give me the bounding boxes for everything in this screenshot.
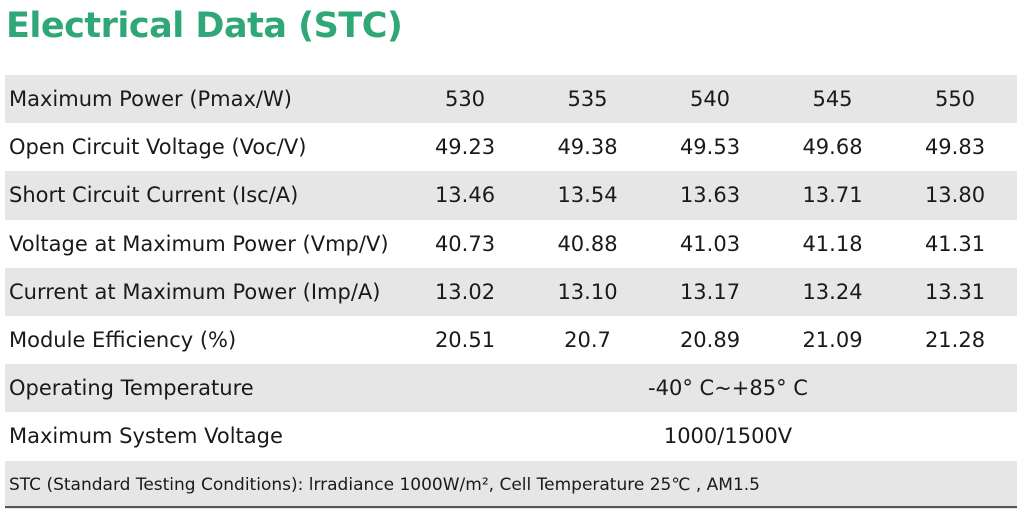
table-row: Maximum System Voltage 1000/1500V [5, 412, 1017, 460]
cell-value: 530 [444, 87, 486, 112]
cell-value: 545 [812, 87, 853, 112]
cell-value: 49.23 [434, 135, 496, 160]
row-label: Current at Maximum Power (Imp/A) [9, 279, 381, 304]
cell-value: 49.68 [802, 135, 863, 160]
table-row: Short Circuit Current (Isc/A) 13.46 13.54 1… [5, 171, 1017, 220]
cell-value: 21.09 [802, 328, 863, 353]
row-label: Voltage at Maximum Power (Vmp/V) [9, 231, 389, 256]
cell-value: 20.51 [434, 328, 496, 353]
cell-value: 49.83 [924, 135, 986, 160]
cell-value: 40.88 [557, 231, 618, 256]
title: Electrical Data (STC) [6, 6, 403, 46]
cell-value: 13.10 [557, 279, 618, 304]
cell-value: 13.17 [679, 279, 741, 304]
cell-value: 41.03 [679, 231, 741, 256]
cell-value: 13.80 [924, 183, 986, 208]
cell-value: 40.73 [434, 231, 496, 256]
table-row: Voltage at Maximum Power (Vmp/V) 40.73 40.… [5, 220, 1017, 268]
row-label: Maximum System Voltage [9, 424, 283, 449]
row-label: Open Circuit Voltage (Voc/V) [9, 135, 307, 160]
footnote-row: STC (Standard Testing Conditions): lrrad… [5, 460, 1017, 509]
cell-value: 41.31 [924, 231, 986, 256]
cell-value: 550 [934, 87, 976, 112]
cell-value: 13.02 [434, 279, 496, 304]
cell-value: 13.54 [557, 183, 618, 208]
table-row: Open Circuit Voltage (Voc/V) 49.23 49.38 49… [5, 123, 1017, 171]
footnote: STC (Standard Testing Conditions): lrrad… [9, 474, 760, 495]
cell-value: 21.28 [924, 328, 986, 353]
cell-value: 41.18 [802, 231, 863, 256]
cell-value: -40° C~+85° C [648, 376, 808, 401]
cell-value: 20.89 [679, 328, 741, 353]
table-row: Current at Maximum Power (Imp/A) 13.02 13.… [5, 267, 1017, 316]
table-row: Operating Temperature -40° C~+85° C [5, 364, 1017, 413]
table-row: Maximum Power (Pmax/W) 530 535 540 545 550 [5, 75, 1017, 124]
cell-value: 1000/1500V [663, 424, 793, 449]
cell-value: 535 [567, 87, 608, 112]
cell-value: 13.71 [802, 183, 863, 208]
spec-table: Maximum Power (Pmax/W) 530 535 540 545 550 Ope… [5, 75, 1017, 509]
cell-value: 20.7 [564, 328, 611, 353]
bottom-rule [5, 506, 1017, 508]
cell-value: 49.53 [679, 135, 741, 160]
cell-value: 13.46 [434, 183, 496, 208]
cell-value: 540 [689, 87, 731, 112]
cell-value: 13.63 [679, 183, 741, 208]
cell-value: 13.24 [802, 279, 863, 304]
row-label: Operating Temperature [9, 376, 254, 401]
row-label: Short Circuit Current (Isc/A) [9, 183, 299, 208]
table-row: Module Efficiency (%) 20.51 20.7 20.89 21.09… [5, 316, 1017, 364]
row-label: Module Efficiency (%) [9, 328, 237, 353]
row-label: Maximum Power (Pmax/W) [9, 87, 292, 112]
cell-value: 49.38 [557, 135, 618, 160]
cell-value: 13.31 [924, 279, 986, 304]
